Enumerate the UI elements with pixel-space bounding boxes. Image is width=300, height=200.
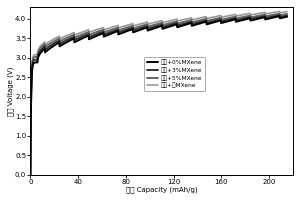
石墨+0%MXene: [285, 16, 289, 18]
石墨+喷MXene: [31, 57, 34, 59]
石墨+喷MXene: [193, 18, 197, 20]
石墨+0%MXene: [73, 41, 77, 43]
石墨+5%MXene: [28, 173, 32, 176]
石墨+喷MXene: [73, 34, 77, 36]
石墨+喷MXene: [278, 10, 281, 13]
Legend: 石墨+0%MXene, 石墨+3%MXene, 石墨+5%MXene, 石墨+喷MXene: 石墨+0%MXene, 石墨+3%MXene, 石墨+5%MXene, 石墨+喷…: [144, 57, 205, 91]
石墨+3%MXene: [69, 37, 73, 39]
Line: 石墨+0%MXene: 石墨+0%MXene: [30, 16, 287, 175]
石墨+5%MXene: [73, 36, 77, 39]
石墨+3%MXene: [244, 17, 247, 19]
Y-axis label: 电压 Voltage (V): 电压 Voltage (V): [7, 66, 14, 116]
石墨+0%MXene: [31, 64, 34, 67]
石墨+喷MXene: [285, 10, 289, 13]
石墨+5%MXene: [278, 12, 281, 15]
石墨+3%MXene: [28, 173, 32, 176]
Line: 石墨+3%MXene: 石墨+3%MXene: [30, 15, 287, 175]
X-axis label: 容量 Capacity (mAh/g): 容量 Capacity (mAh/g): [126, 186, 197, 193]
石墨+0%MXene: [76, 39, 80, 42]
石墨+喷MXene: [69, 33, 73, 35]
石墨+3%MXene: [193, 22, 197, 25]
石墨+3%MXene: [76, 37, 80, 40]
石墨+3%MXene: [31, 62, 34, 64]
石墨+0%MXene: [28, 173, 32, 176]
石墨+0%MXene: [193, 24, 197, 26]
石墨+5%MXene: [193, 20, 197, 23]
石墨+喷MXene: [244, 13, 247, 15]
石墨+3%MXene: [73, 39, 77, 41]
石墨+3%MXene: [278, 14, 281, 16]
石墨+0%MXene: [69, 39, 73, 41]
石墨+5%MXene: [31, 59, 34, 62]
石墨+5%MXene: [285, 13, 289, 15]
石墨+3%MXene: [285, 14, 289, 17]
石墨+0%MXene: [278, 15, 281, 17]
Line: 石墨+喷MXene: 石墨+喷MXene: [30, 11, 287, 175]
石墨+0%MXene: [244, 18, 247, 21]
石墨+喷MXene: [28, 173, 32, 176]
石墨+喷MXene: [76, 33, 80, 35]
Line: 石墨+5%MXene: 石墨+5%MXene: [30, 14, 287, 175]
石墨+5%MXene: [76, 35, 80, 37]
石墨+5%MXene: [69, 35, 73, 37]
石墨+5%MXene: [244, 15, 247, 18]
